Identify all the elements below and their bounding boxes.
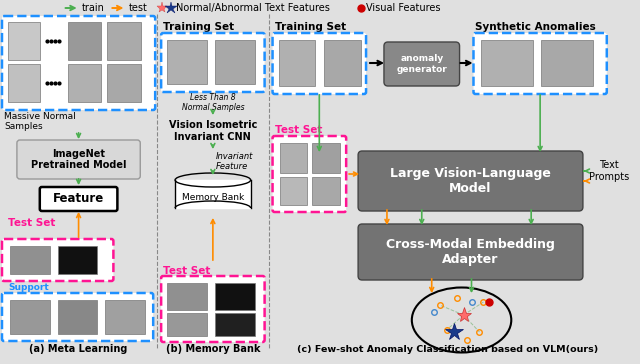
FancyBboxPatch shape xyxy=(358,224,583,280)
Bar xyxy=(541,40,593,86)
Text: (c) Few-shot Anomaly Classification based on VLM(ours): (c) Few-shot Anomaly Classification base… xyxy=(297,345,598,354)
Bar xyxy=(68,64,102,102)
Text: Test Set: Test Set xyxy=(163,266,211,276)
Bar xyxy=(481,40,533,86)
Bar xyxy=(108,22,141,60)
Text: anomaly
generator: anomaly generator xyxy=(396,54,447,74)
Text: test: test xyxy=(128,3,147,13)
Text: Support
Set: Support Set xyxy=(8,283,49,302)
Bar xyxy=(312,143,340,173)
Text: (a) Meta Learning: (a) Meta Learning xyxy=(29,344,128,354)
Text: Normal/Abnormal Text Features: Normal/Abnormal Text Features xyxy=(176,3,330,13)
FancyBboxPatch shape xyxy=(273,33,366,94)
Text: Test Set: Test Set xyxy=(8,218,55,228)
Bar xyxy=(8,64,40,102)
Bar xyxy=(58,300,97,334)
Text: Memory Bank: Memory Bank xyxy=(182,193,244,202)
Bar xyxy=(58,246,97,274)
Bar xyxy=(324,40,361,86)
Text: ImageNet
Pretrained Model: ImageNet Pretrained Model xyxy=(31,149,126,170)
Bar xyxy=(108,64,141,102)
FancyBboxPatch shape xyxy=(2,293,153,341)
Text: Test Set: Test Set xyxy=(275,125,322,135)
Bar xyxy=(106,300,145,334)
Bar xyxy=(8,22,40,60)
FancyBboxPatch shape xyxy=(273,136,346,212)
FancyBboxPatch shape xyxy=(474,33,607,94)
Bar xyxy=(215,40,255,84)
Text: (b) Memory Bank: (b) Memory Bank xyxy=(166,344,260,354)
FancyBboxPatch shape xyxy=(2,239,113,281)
Text: Large Vision-Language
Model: Large Vision-Language Model xyxy=(390,167,551,195)
Text: Training Set: Training Set xyxy=(275,22,346,32)
Bar xyxy=(10,300,50,334)
Text: Invariant
Feature: Invariant Feature xyxy=(216,152,253,171)
Bar xyxy=(167,40,207,84)
Text: Cross-Modal Embedding
Adapter: Cross-Modal Embedding Adapter xyxy=(386,238,555,266)
Text: Feature: Feature xyxy=(53,193,104,206)
Bar xyxy=(68,22,102,60)
Bar xyxy=(278,40,316,86)
Bar xyxy=(312,177,340,205)
FancyBboxPatch shape xyxy=(161,33,264,92)
Text: Visual Features: Visual Features xyxy=(366,3,440,13)
Bar xyxy=(280,143,307,173)
FancyBboxPatch shape xyxy=(358,151,583,211)
Bar xyxy=(215,313,255,336)
FancyBboxPatch shape xyxy=(2,16,155,110)
FancyBboxPatch shape xyxy=(161,276,264,342)
Text: Massive Normal
Samples: Massive Normal Samples xyxy=(4,112,76,131)
Text: Vision Isometric
Invariant CNN: Vision Isometric Invariant CNN xyxy=(169,120,257,142)
Text: Less Than 8
Normal Samples: Less Than 8 Normal Samples xyxy=(182,93,244,112)
Bar xyxy=(167,283,207,310)
Text: Synthetic Anomalies: Synthetic Anomalies xyxy=(476,22,596,32)
Bar xyxy=(280,177,307,205)
Text: train: train xyxy=(81,3,104,13)
Bar xyxy=(215,283,255,310)
Bar xyxy=(175,180,251,208)
Bar xyxy=(167,313,207,336)
Bar xyxy=(10,246,50,274)
FancyBboxPatch shape xyxy=(384,42,460,86)
FancyBboxPatch shape xyxy=(17,140,140,179)
Text: Text
Prompts: Text Prompts xyxy=(589,160,629,182)
Text: Training Set: Training Set xyxy=(163,22,234,32)
FancyBboxPatch shape xyxy=(40,187,117,211)
